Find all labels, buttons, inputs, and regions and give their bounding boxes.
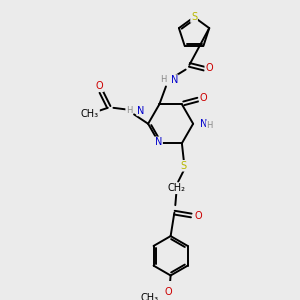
Text: H: H: [160, 75, 167, 84]
Text: S: S: [191, 12, 197, 22]
Text: CH₂: CH₂: [167, 183, 185, 193]
Text: S: S: [181, 161, 187, 171]
Text: N: N: [137, 106, 144, 116]
Text: O: O: [96, 81, 103, 91]
Text: N: N: [171, 75, 178, 85]
Text: CH₃: CH₃: [81, 110, 99, 119]
Text: H: H: [126, 106, 132, 115]
Text: H: H: [206, 121, 213, 130]
Text: O: O: [205, 63, 213, 73]
Text: O: O: [165, 287, 172, 297]
Text: CH₃: CH₃: [141, 293, 159, 300]
Text: N: N: [200, 119, 207, 129]
Text: N: N: [155, 137, 162, 147]
Text: O: O: [194, 212, 202, 221]
Text: O: O: [200, 93, 207, 103]
